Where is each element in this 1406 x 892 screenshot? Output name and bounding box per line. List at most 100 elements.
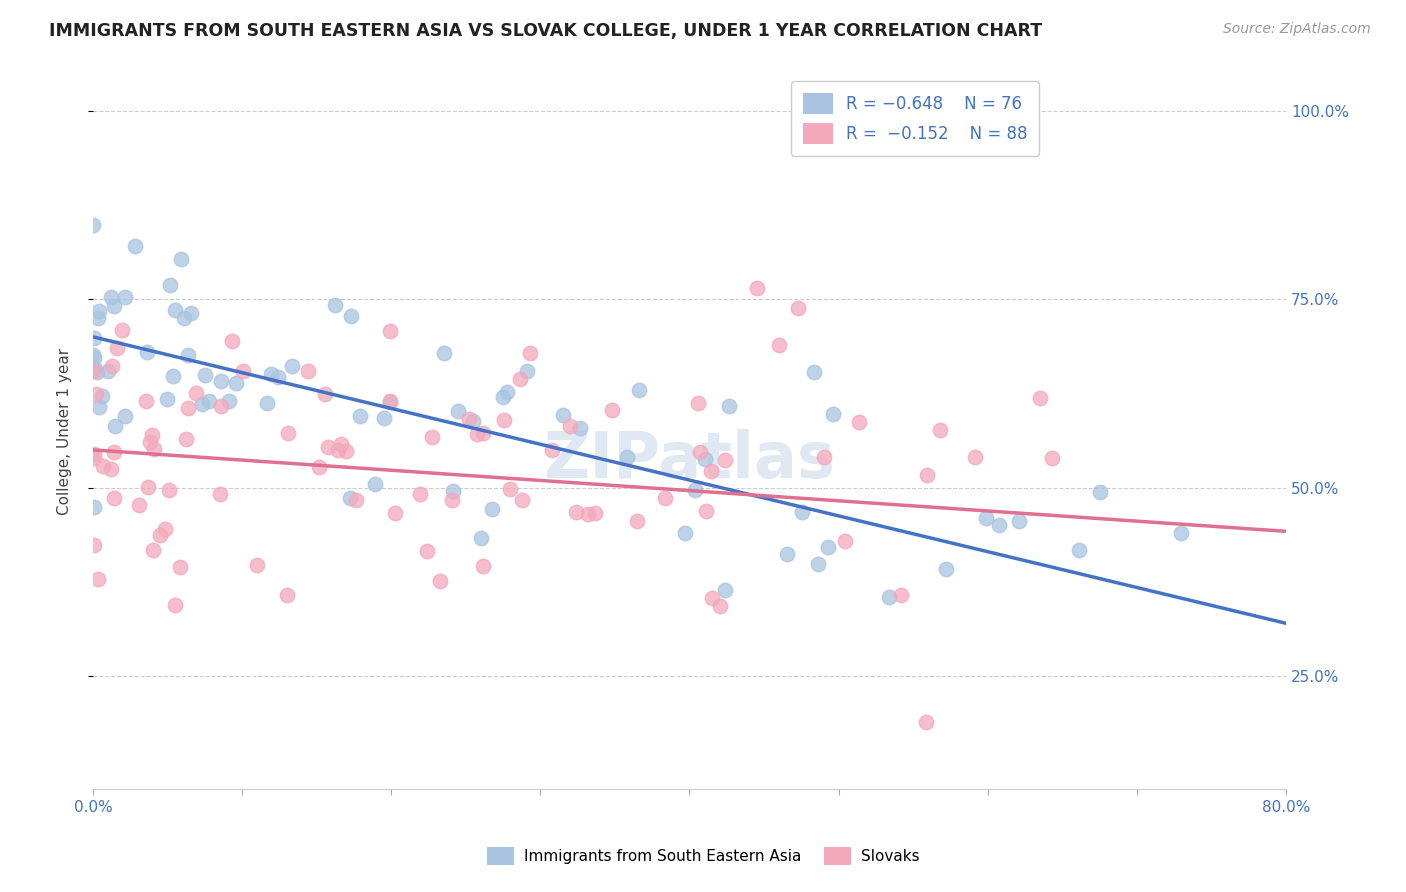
Point [83, 451, 105, 466]
Point [149, 527, 172, 541]
Point [83, 331, 105, 345]
Point [225, 376, 247, 390]
Point [157, 483, 180, 497]
Point [111, 323, 134, 337]
Point [463, 414, 485, 428]
Point [83, 364, 105, 378]
Point [232, 364, 254, 378]
Point [267, 370, 290, 384]
Point [335, 443, 357, 458]
Point [974, 511, 997, 525]
Point [124, 239, 146, 253]
Point [1008, 514, 1031, 528]
Point [1040, 450, 1063, 465]
Point [807, 557, 830, 571]
Point [326, 442, 349, 457]
Text: Source: ZipAtlas.com: Source: ZipAtlas.com [1223, 22, 1371, 37]
Point [139, 434, 162, 449]
Point [465, 426, 488, 441]
Point [329, 437, 352, 451]
Point [209, 399, 232, 413]
Point [100, 462, 122, 476]
Point [494, 413, 516, 427]
Point [103, 491, 125, 505]
Point [718, 399, 741, 413]
Point [1067, 542, 1090, 557]
Point [100, 290, 122, 304]
Point [714, 453, 737, 467]
Point [915, 715, 938, 730]
Point [433, 345, 456, 359]
Point [813, 450, 835, 464]
Point [790, 505, 813, 519]
Point [509, 372, 531, 386]
Point [848, 415, 870, 429]
Point [170, 252, 193, 266]
Point [1088, 485, 1111, 500]
Point [654, 491, 676, 505]
Point [339, 491, 361, 505]
Point [481, 501, 503, 516]
Point [364, 476, 387, 491]
Point [512, 493, 534, 508]
Point [194, 368, 217, 383]
Point [176, 348, 198, 362]
Point [987, 518, 1010, 533]
Point [440, 492, 463, 507]
Point [420, 430, 443, 444]
Point [128, 498, 150, 512]
Point [135, 344, 157, 359]
Point [281, 359, 304, 373]
Point [162, 368, 184, 383]
Point [803, 365, 825, 379]
Point [143, 442, 166, 457]
Point [1170, 526, 1192, 541]
Point [114, 290, 136, 304]
Point [373, 410, 395, 425]
Point [173, 311, 195, 326]
Point [349, 409, 371, 424]
Point [165, 303, 187, 318]
Point [277, 425, 299, 440]
Point [890, 588, 912, 602]
Point [786, 301, 808, 315]
Point [673, 526, 696, 541]
Point [695, 504, 717, 518]
Point [221, 334, 243, 349]
Point [297, 364, 319, 378]
Point [136, 480, 159, 494]
Point [83, 361, 105, 376]
Text: IMMIGRANTS FROM SOUTH EASTERN ASIA VS SLOVAK COLLEGE, UNDER 1 YEAR CORRELATION C: IMMIGRANTS FROM SOUTH EASTERN ASIA VS SL… [49, 22, 1042, 40]
Legend: R = −0.648    N = 76, R =  −0.152    N = 88: R = −0.648 N = 76, R = −0.152 N = 88 [790, 81, 1039, 156]
Point [695, 452, 717, 467]
Point [935, 562, 957, 576]
Point [344, 492, 367, 507]
Point [186, 385, 208, 400]
Point [441, 484, 464, 499]
Point [519, 346, 541, 360]
Point [156, 392, 179, 406]
Point [686, 396, 709, 410]
Point [180, 306, 202, 320]
Point [600, 402, 623, 417]
Point [709, 599, 731, 614]
Point [416, 544, 439, 558]
Point [821, 408, 844, 422]
Point [616, 450, 638, 465]
Point [105, 341, 128, 355]
Point [551, 409, 574, 423]
Point [457, 412, 479, 426]
Point [84, 387, 107, 401]
Point [314, 387, 336, 401]
Point [702, 591, 724, 605]
Point [104, 418, 127, 433]
Point [492, 390, 515, 404]
Point [198, 394, 221, 409]
Point [190, 397, 212, 411]
Point [82, 348, 104, 362]
Point [689, 445, 711, 459]
Point [472, 426, 495, 441]
Point [384, 506, 406, 520]
Point [82, 218, 104, 232]
Point [699, 464, 721, 478]
